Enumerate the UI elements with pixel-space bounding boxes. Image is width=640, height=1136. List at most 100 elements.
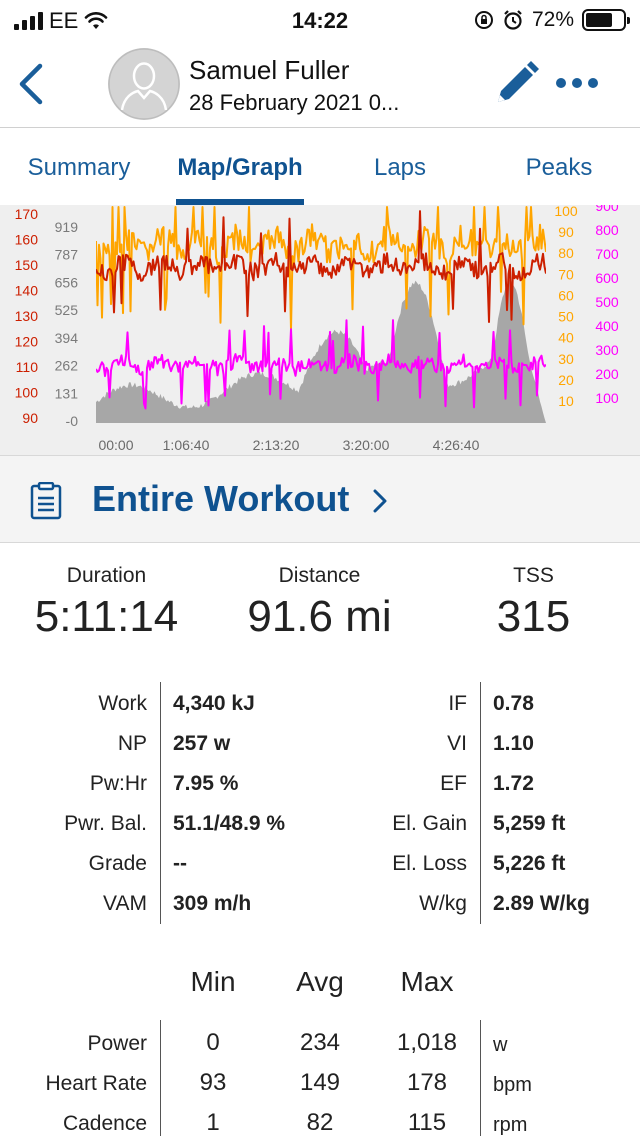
hr-tick-label: 120 — [15, 334, 39, 350]
divider — [480, 682, 481, 924]
cadence-line — [96, 206, 546, 331]
metric-value: -- — [173, 852, 187, 875]
metric-label: El. Gain — [392, 812, 467, 835]
metric-value: 51.1/48.9 % — [173, 812, 286, 835]
metric-row: Work 4,340 kJ IF 0.78 — [0, 682, 640, 722]
min-value: 1 — [206, 1109, 220, 1136]
stat-label: TSS — [513, 564, 554, 587]
min-avg-max-row: Heart Rate 93 149 178 bpm — [0, 1064, 640, 1104]
metric-value: 1.72 — [493, 772, 534, 795]
min-value: 0 — [206, 1029, 220, 1056]
elevation-tick-label: 525 — [55, 302, 79, 318]
cadence-tick-label: 60 — [558, 287, 574, 303]
stat-value: 5:11:14 — [34, 592, 179, 641]
stat-distance: Distance 91.6 mi — [213, 564, 426, 642]
metric-label: VAM — [103, 892, 147, 915]
hr-tick-label: 110 — [16, 359, 39, 375]
more-options-icon[interactable] — [556, 78, 600, 92]
cadence-tick-label: 70 — [558, 266, 574, 282]
hr-tick-label: 90 — [22, 410, 38, 426]
min-avg-max-row: Cadence 1 82 115 rpm — [0, 1104, 640, 1136]
metric-value: 4,340 kJ — [173, 692, 255, 715]
power-tick-label: 200 — [595, 366, 619, 382]
elevation-tick-label: 131 — [55, 385, 79, 401]
time-tick-label: 1:06:40 — [163, 437, 210, 453]
metric-label: El. Loss — [392, 852, 467, 875]
divider — [480, 1020, 481, 1136]
signal-icon — [14, 12, 43, 30]
max-header: Max — [400, 966, 454, 997]
metric-value: 309 m/h — [173, 892, 252, 915]
row-label: Cadence — [62, 1112, 147, 1135]
hr-tick-label: 150 — [15, 257, 39, 273]
status-time: 14:22 — [291, 8, 349, 33]
chevron-right-icon — [373, 489, 387, 513]
metric-row: NP 257 w VI 1.10 — [0, 722, 640, 762]
tab-laps[interactable]: Laps — [373, 154, 427, 181]
hr-tick-label: 160 — [15, 232, 39, 248]
cadence-tick-label: 90 — [558, 224, 574, 240]
workout-graph-svg: 170 160 150 140 130 120 110 100 90 919 787 656 525 39… — [15, 205, 619, 453]
power-line — [96, 319, 546, 410]
workout-graph[interactable]: 170 160 150 140 130 120 110 100 90 919 787 656 525 39… — [0, 205, 640, 455]
power-tick-label: 700 — [595, 246, 619, 262]
unit-label: bpm — [493, 1074, 532, 1096]
tab-peaks[interactable]: Peaks — [525, 154, 593, 181]
metric-label: IF — [448, 692, 467, 715]
cadence-tick-label: 20 — [558, 372, 574, 388]
cadence-tick-label: 50 — [558, 309, 574, 325]
avatar[interactable] — [108, 48, 180, 120]
elevation-tick-label: 656 — [55, 274, 79, 290]
hr-tick-label: 170 — [15, 206, 39, 222]
avg-header: Avg — [296, 966, 344, 997]
athlete-name: Samuel Fuller — [189, 55, 350, 85]
carrier-label: EE — [49, 8, 79, 33]
battery-percent: 72% — [531, 8, 574, 31]
cadence-tick-label: 30 — [558, 351, 574, 367]
back-chevron-icon[interactable] — [16, 62, 46, 106]
elevation-tick-label: 394 — [55, 330, 79, 346]
max-value: 115 — [407, 1109, 447, 1136]
unit-label: w — [493, 1034, 508, 1056]
cadence-tick-label: 10 — [558, 393, 574, 409]
stat-value: 315 — [496, 592, 571, 641]
power-tick-label: 900 — [595, 205, 619, 214]
section-title: Entire Workout — [92, 478, 350, 519]
metric-value: 7.95 % — [173, 772, 239, 795]
tab-summary[interactable]: Summary — [27, 154, 131, 181]
power-tick-label: 300 — [595, 342, 619, 358]
time-tick-label: 4:26:40 — [433, 437, 480, 453]
workout-date: 28 February 2021 0... — [189, 90, 400, 115]
status-bar: EE 14:22 72% — [0, 0, 640, 40]
divider — [160, 682, 161, 924]
edit-pencil-icon[interactable] — [492, 60, 540, 108]
carrier: EE — [14, 8, 108, 34]
power-tick-label: 500 — [595, 294, 619, 310]
power-tick-label: 800 — [595, 222, 619, 238]
min-value: 93 — [199, 1069, 227, 1096]
activity-header: Samuel Fuller 28 February 2021 0... — [0, 40, 640, 128]
hr-tick-label: 100 — [15, 385, 39, 401]
avg-value: 82 — [306, 1109, 334, 1136]
metric-label: Grade — [88, 852, 147, 875]
unit-label: rpm — [493, 1114, 528, 1136]
elevation-tick-label: 262 — [55, 358, 79, 374]
tab-bar: Summary Map/Graph Laps Peaks — [0, 129, 640, 205]
alarm-icon — [504, 10, 522, 30]
heart-rate-line — [96, 210, 546, 323]
entire-workout-row[interactable]: Entire Workout — [0, 455, 640, 543]
row-label: Power — [87, 1032, 147, 1055]
metric-label: EF — [440, 772, 467, 795]
metric-row: Pw:Hr 7.95 % EF 1.72 — [0, 762, 640, 802]
min-header: Min — [190, 966, 236, 997]
metric-row: Grade -- El. Loss 5,226 ft — [0, 842, 640, 882]
elevation-area — [96, 278, 546, 423]
tab-map-graph[interactable]: Map/Graph — [177, 154, 303, 181]
metric-label: Work — [98, 692, 147, 715]
wifi-icon — [85, 12, 108, 29]
stat-tss: TSS 315 — [427, 564, 640, 642]
cadence-tick-label: 100 — [554, 205, 578, 219]
min-avg-max-row: Power 0 234 1,018 w — [0, 1024, 640, 1064]
stat-value: 91.6 mi — [247, 592, 392, 641]
stat-label: Distance — [278, 564, 361, 587]
